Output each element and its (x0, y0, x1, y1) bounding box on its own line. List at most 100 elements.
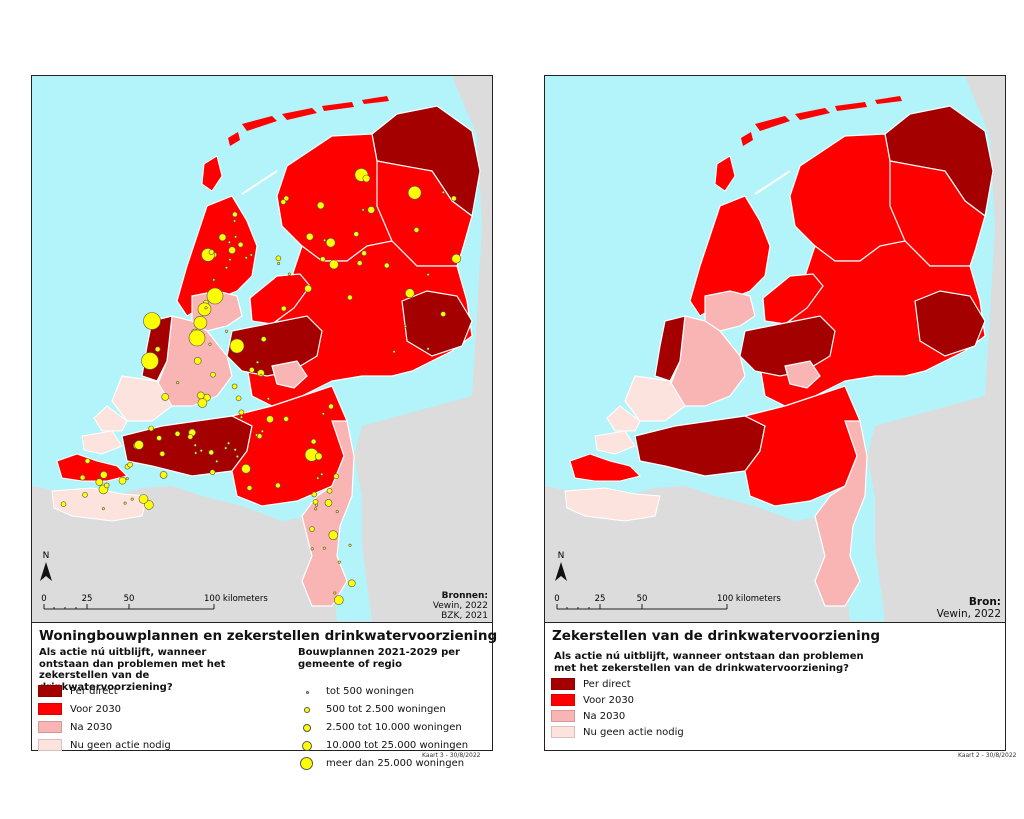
dot-size-3 (303, 724, 311, 732)
building-plan-dots (60, 168, 462, 605)
building-plan-dot (324, 499, 333, 507)
building-plan-dot (283, 195, 290, 202)
building-plan-dot (305, 232, 314, 241)
building-plan-dot (159, 450, 166, 457)
building-plan-dot (319, 256, 326, 262)
left-legend-question: Als actie nú uitblijft, wanneer ontstaan… (39, 647, 226, 693)
building-plan-dot (100, 470, 108, 479)
building-plan-dot (322, 546, 326, 550)
source-vewin: Vewin, 2022 (432, 601, 488, 611)
building-plan-dot (244, 256, 248, 260)
building-plan-dot (353, 231, 360, 237)
building-plan-dot (228, 246, 236, 254)
sources-label: Bronnen: (441, 591, 488, 601)
legend-item-voor-2030: Voor 2030 (38, 703, 121, 717)
building-plan-dot-large (143, 312, 161, 330)
building-plan-dot (148, 425, 154, 432)
building-plan-dot (154, 346, 161, 353)
building-plan-dot (209, 469, 216, 476)
building-plan-dot (208, 342, 212, 346)
building-plan-dot (413, 227, 420, 233)
building-plan-dot (235, 395, 242, 402)
building-plan-dot (260, 336, 267, 343)
dot-label-1: tot 500 woningen (326, 686, 414, 697)
building-plan-dot (210, 371, 216, 378)
building-plan-dot (321, 412, 325, 416)
building-plan-dot (193, 316, 208, 330)
building-plan-dot (304, 284, 312, 293)
right-credit: Kaart 2 - 30/8/2022 (958, 752, 1017, 759)
legend-item-na-2030: Na 2030 (38, 721, 112, 735)
building-plan-dot (266, 415, 274, 424)
building-plan-dot-large (206, 287, 224, 305)
building-plan-dot (266, 397, 270, 401)
building-plan-dot (103, 482, 110, 489)
dot-label-3: 2.500 tot 10.000 woningen (326, 722, 462, 733)
building-plan-dot (404, 288, 415, 298)
building-plan-dot (347, 294, 353, 301)
building-plan-dot (280, 199, 287, 205)
building-plan-dot (316, 476, 320, 480)
building-plan-dot (197, 391, 205, 400)
legend-item-geen-actie: Nu geen actie nodig (38, 739, 171, 753)
building-plan-dot (329, 259, 339, 270)
building-plan-dot (237, 241, 244, 248)
source-vewin: Vewin, 2022 (936, 608, 1001, 620)
left-credit: Kaart 3 - 30/8/2022 (422, 752, 481, 759)
right-map-title: Zekerstellen van de drinkwatervoorzienin… (552, 628, 881, 644)
building-plan-dot (362, 174, 371, 183)
building-plan-dot (161, 393, 169, 401)
building-plan-dot (309, 526, 315, 532)
legend-item-voor-2030: Voor 2030 (551, 694, 634, 708)
building-plan-dot (259, 373, 263, 377)
scale-tick-25: 25 (595, 594, 606, 604)
scale-bar: 0 25 50 100 kilometers (41, 594, 268, 610)
building-plan-dot (144, 500, 154, 510)
north-arrow: N (40, 551, 52, 581)
scale-tick-100: 100 kilometers (717, 594, 781, 604)
building-plan-dot (316, 201, 325, 210)
north-label: N (43, 551, 50, 561)
scale-tick-100: 100 kilometers (204, 594, 268, 604)
building-plan-dot (238, 409, 245, 416)
building-plan-dot (335, 510, 339, 514)
north-arrow: N (555, 551, 567, 581)
right-map-area: N 0 25 50 100 kilometers Bron: Vewin, 20… (545, 76, 1005, 623)
legend-item-per-direct: Per direct (551, 678, 631, 692)
right-legend-question: Als actie nú uitblijft, wanneer ontstaan… (554, 651, 864, 674)
building-plan-dot (407, 185, 422, 200)
building-plan-dot (212, 278, 216, 282)
building-plan-dot (256, 360, 260, 364)
scale-tick-0: 0 (554, 594, 559, 604)
scale-tick-0: 0 (41, 594, 46, 604)
building-plan-dot (127, 461, 133, 468)
dot-size-2 (304, 707, 310, 713)
dot-size-1 (306, 691, 309, 694)
left-map-svg: N 0 25 50 100 kilometers (32, 76, 492, 622)
building-plan-dot (101, 507, 105, 511)
dot-label-2: 500 tot 2.500 woningen (326, 704, 446, 715)
building-plan-dot (232, 211, 238, 218)
right-map-svg: N 0 25 50 100 kilometers (545, 76, 1005, 622)
building-plan-dot (233, 219, 237, 223)
source-label: Bron: (968, 596, 1001, 608)
building-plan-dot (361, 250, 367, 256)
building-plan-dot (255, 433, 259, 437)
building-plan-dot (451, 195, 457, 202)
building-plan-dot (82, 491, 88, 498)
building-plan-dot (123, 501, 127, 505)
building-plan-dot (328, 403, 334, 410)
building-plan-dot (233, 448, 237, 452)
sources-block: Bronnen: Vewin, 2022 BZK, 2021 (433, 591, 488, 621)
building-plan-dot (426, 273, 430, 277)
dot-size-4 (302, 741, 312, 751)
building-plan-dot (323, 238, 327, 242)
building-plan-dot (225, 329, 229, 333)
building-plan-dot (197, 302, 212, 317)
building-plan-dot (310, 438, 317, 445)
building-plan-dot-large (188, 329, 206, 347)
building-plan-dot-large (141, 352, 159, 370)
building-plan-dot-large (229, 338, 245, 354)
dots-legend-title: Bouwplannen 2021-2029 per gemeente of re… (298, 647, 460, 670)
building-plan-dot (95, 478, 104, 486)
